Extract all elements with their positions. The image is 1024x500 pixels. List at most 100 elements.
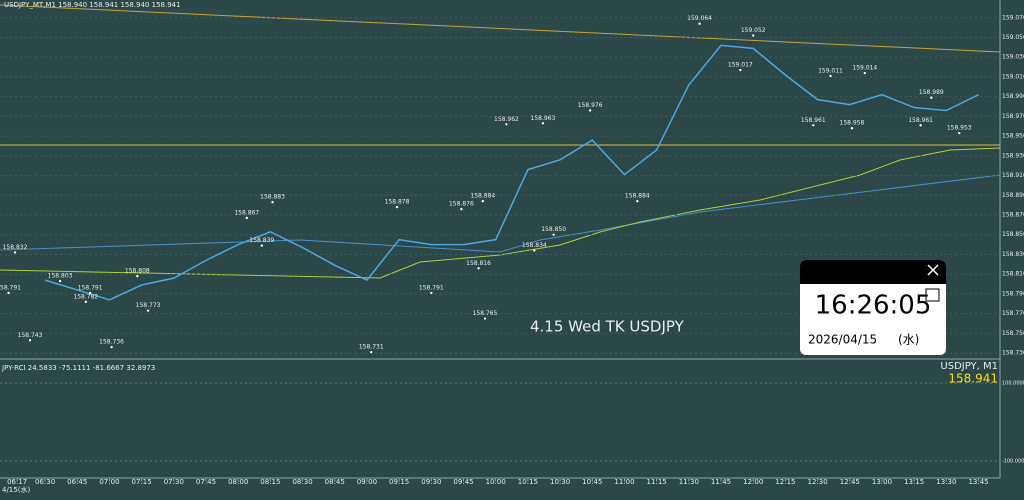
annotation-point <box>533 249 536 252</box>
annotation-label: 158.976 <box>578 102 603 109</box>
x-tick-label: 06:30 <box>35 478 55 486</box>
y-tick-label: 158.790 <box>1002 290 1024 297</box>
annotation-label: 158.962 <box>494 116 519 123</box>
annotation-label: 158.791 <box>78 284 103 291</box>
annotation-label: 158.736 <box>99 339 124 346</box>
caption: 4.15 Wed TK USDJPY <box>530 318 685 336</box>
annotation-point <box>395 205 399 209</box>
annotation-label: 158.839 <box>249 237 274 244</box>
annotation-point <box>863 71 867 75</box>
clock-date: 2026/04/15 <box>808 333 877 347</box>
annotation-point <box>13 251 17 254</box>
annotation-label: 158.743 <box>18 332 43 339</box>
annotation-label: 158.884 <box>625 193 650 200</box>
sub-title: JPY-RCI 24.5833 -75.1111 -81.6667 32.897… <box>1 364 155 372</box>
y-tick-label: 158.750 <box>1002 330 1024 337</box>
x-tick-label: 13:30 <box>936 478 956 486</box>
annotation-point <box>829 74 832 78</box>
annotation-label: 158.791 <box>0 284 21 291</box>
x-tick-label: 06:17 <box>7 478 27 486</box>
y-tick-label: 159.050 <box>1002 34 1024 41</box>
annotation-point <box>919 124 922 127</box>
x-tick-label: 13:45 <box>968 478 988 486</box>
annotation-point <box>146 309 150 312</box>
x-tick-label: 12:45 <box>840 478 860 486</box>
annotation-label: 158.867 <box>234 209 259 216</box>
x-tick-label: 09:00 <box>357 478 377 486</box>
date-label: 4/15(水) <box>2 485 30 494</box>
annotation-point <box>88 291 92 295</box>
y-tick-label: 159.030 <box>1002 54 1024 61</box>
x-tick-label: 08:00 <box>228 478 248 486</box>
y-tick-label: 158.910 <box>1002 172 1024 179</box>
y-tick-label: 158.870 <box>1002 212 1024 219</box>
close-icon[interactable] <box>927 264 939 276</box>
annotation-point <box>136 274 139 278</box>
annotation-point <box>245 216 248 220</box>
x-tick-label: 11:00 <box>614 478 634 486</box>
annotation-label: 158.989 <box>919 89 944 96</box>
x-tick-label: 13:00 <box>872 478 892 486</box>
annotation-point <box>636 200 639 203</box>
annotation-label: 158.773 <box>136 302 161 309</box>
annotation-point <box>110 345 113 349</box>
x-tick-label: 07:00 <box>99 478 119 486</box>
annotation-point <box>481 200 485 203</box>
x-tick-label: 08:15 <box>260 478 280 486</box>
y-tick-label: 158.830 <box>1002 251 1024 258</box>
annotation-label: 158.803 <box>48 273 73 280</box>
annotation-label: 158.876 <box>449 201 474 208</box>
clock-weekday: (水) <box>898 333 919 347</box>
annotation-point <box>477 267 480 270</box>
annotation-point <box>58 279 62 283</box>
clock-widget: 16:26:05 2026/04/15 (水) <box>800 260 946 355</box>
annotation-label: 159.052 <box>741 27 766 34</box>
x-tick-label: 12:15 <box>775 478 795 486</box>
header: USDJPY_MT,M1 158.940 158.941 158.940 158… <box>4 1 181 9</box>
y-tick-label: -100.0000 <box>1002 459 1024 465</box>
annotation-label: 158.961 <box>908 117 933 124</box>
annotation-label: 158.850 <box>541 226 566 233</box>
annotation-label: 158.961 <box>801 117 826 124</box>
annotation-point <box>930 96 933 99</box>
annotation-label: 158.791 <box>419 284 444 291</box>
x-tick-label: 11:45 <box>711 478 731 486</box>
x-tick-label: 06:45 <box>67 478 87 486</box>
annotation-label: 159.017 <box>728 62 753 69</box>
y-tick-label: 158.950 <box>1002 133 1024 140</box>
pin-icon[interactable] <box>925 288 940 302</box>
x-tick-label: 07:30 <box>164 478 184 486</box>
annotation-label: 158.958 <box>840 120 865 127</box>
annotation-point <box>271 200 274 204</box>
x-tick-label: 11:15 <box>647 478 667 486</box>
x-tick-label: 09:45 <box>453 478 473 486</box>
annotation-point <box>552 233 555 236</box>
annotation-point <box>483 317 487 320</box>
annotation-label: 158.782 <box>73 293 98 300</box>
x-tick-label: 12:30 <box>808 478 828 486</box>
x-tick-label: 12:00 <box>743 478 763 486</box>
annotation-label: 158.883 <box>260 194 285 201</box>
y-tick-label: 158.850 <box>1002 231 1024 238</box>
annotation-point <box>541 122 545 125</box>
x-tick-label: 08:30 <box>292 478 312 486</box>
price-line <box>44 44 979 301</box>
y-tick-label: 159.010 <box>1002 73 1024 80</box>
annotation-point <box>84 300 88 303</box>
annotation-label: 159.014 <box>852 65 877 72</box>
sub-symbol: USDJPY, M1 <box>940 361 998 372</box>
x-tick-label: 07:45 <box>196 478 216 486</box>
annotation-point <box>28 339 32 342</box>
x-tick-label: 09:15 <box>389 478 409 486</box>
y-tick-label: 158.930 <box>1002 152 1024 159</box>
annotation-point <box>7 291 10 295</box>
annotation-point <box>698 22 701 25</box>
x-tick-label: 08:45 <box>325 478 345 486</box>
y-tick-label: 158.770 <box>1002 310 1024 317</box>
annotation-point <box>812 124 815 127</box>
annotation-point <box>588 109 592 112</box>
y-tick-label: 158.970 <box>1002 113 1024 120</box>
ma-line <box>0 147 1001 279</box>
